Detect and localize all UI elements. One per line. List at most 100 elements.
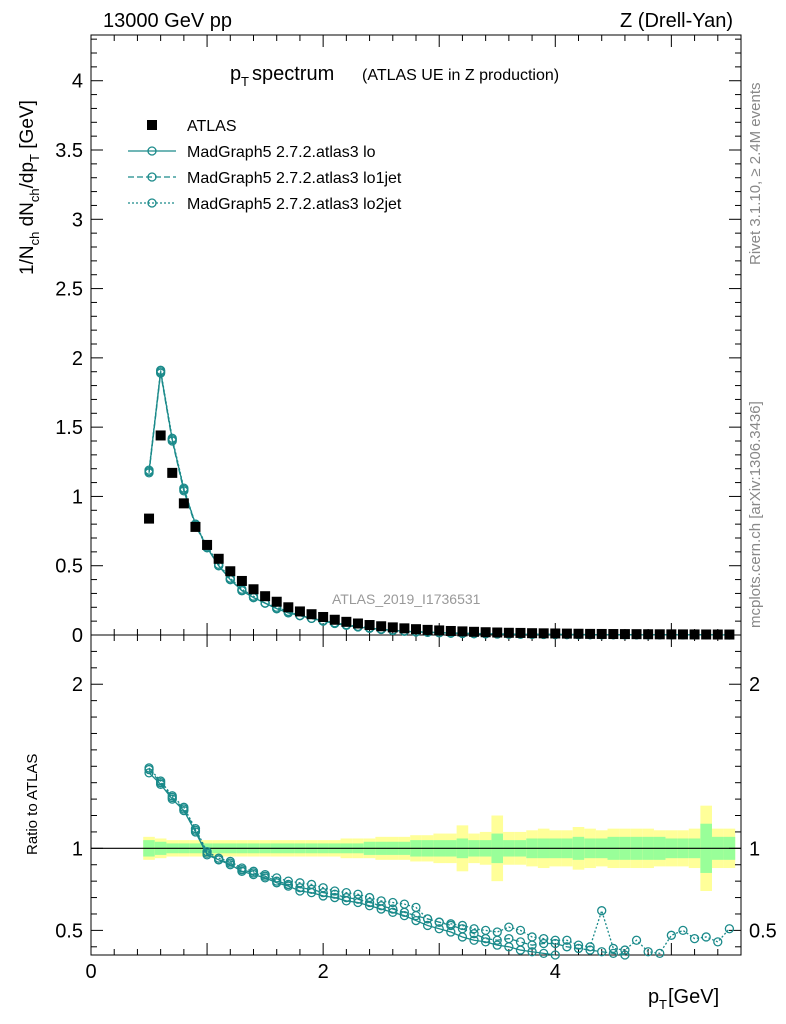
ratio-marker-dotted <box>631 935 642 945</box>
upper-y-tick-label: 0.5 <box>55 556 83 578</box>
ratio-marker-solid <box>492 940 502 950</box>
ratio-marker-dotted <box>144 763 154 773</box>
ratio-marker-dotted <box>388 897 398 908</box>
atlas-data-point <box>724 629 735 640</box>
ratio-y-tick-label-left: 1 <box>72 838 83 860</box>
ratio-marker-dashed <box>597 947 607 957</box>
atlas-data-point <box>654 629 665 640</box>
ratio-marker-dotted <box>573 940 584 950</box>
ratio-marker-dotted <box>585 942 595 952</box>
ratio-marker-dotted <box>237 863 247 873</box>
upper-marker-dotted <box>144 465 154 475</box>
atlas-data-point <box>677 629 688 640</box>
atlas-data-point <box>608 629 619 640</box>
atlas-data-point <box>712 629 723 640</box>
xlabel-sub: T <box>659 997 667 1012</box>
upper-y-tick-label: 1 <box>72 486 83 508</box>
ratio-marker-dotted <box>283 876 293 886</box>
atlas-data-point <box>236 575 247 586</box>
atlas-data-point <box>190 521 201 532</box>
ratio-marker-dotted <box>399 899 410 909</box>
axis-ticks: 00.511.522.533.540.5 0.51 12 20 2 4 <box>55 35 777 983</box>
upper-marker-dashed <box>155 368 166 378</box>
ratio-marker-dotted <box>272 873 282 883</box>
atlas-data-point <box>492 627 503 638</box>
ratio-marker-dashed <box>295 883 305 893</box>
ratio-marker-dashed <box>318 887 328 898</box>
atlas-data-point <box>294 606 305 617</box>
ratio-marker-dotted <box>155 776 166 786</box>
ratio-marker-dotted <box>701 932 711 942</box>
atlas-data-point <box>445 625 456 636</box>
upper-series <box>144 365 735 640</box>
ratio-marker-dashed <box>364 897 375 908</box>
atlas-data-point <box>329 614 340 625</box>
ratio-marker-solid <box>527 947 537 957</box>
rivet-label: Rivet 3.1.10, ≥ 2.4M events <box>747 83 764 266</box>
ratio-marker-dotted <box>504 922 514 932</box>
ratio-marker-dashed <box>388 904 398 914</box>
atlas-data-point <box>283 602 294 613</box>
upper-y-tick-label: 1.5 <box>55 417 83 439</box>
plot-title: p T spectrum (ATLAS UE in Z production) <box>230 63 559 89</box>
ratio-marker-dashed <box>515 937 526 947</box>
atlas-data-point <box>689 629 700 640</box>
atlas-data-point <box>376 621 387 632</box>
ratio-marker-solid <box>469 935 479 945</box>
legend: ATLAS MadGraph5 2.7.2.atlas3 lo MadGraph5 … <box>128 118 402 213</box>
legend-marker-data <box>147 120 157 130</box>
ratio-y-tick-label-right: 1 <box>749 838 760 860</box>
ratio-marker-dashed <box>411 910 421 921</box>
atlas-data-point <box>387 622 398 633</box>
ratio-marker-dotted <box>713 937 723 947</box>
atlas-data-point <box>213 553 224 564</box>
ratio-marker-dotted <box>539 933 549 944</box>
upper-y-tick-label: 4 <box>72 71 83 93</box>
ratio-marker-dotted <box>655 948 665 959</box>
legend-marker-dotted <box>147 198 157 208</box>
atlas-data-point <box>306 609 317 620</box>
legend-label: MadGraph5 2.7.2.atlas3 lo <box>187 144 376 161</box>
ratio-marker-dotted <box>678 925 688 936</box>
ratio-marker-dotted <box>620 945 630 955</box>
ratio-marker-dashed <box>330 889 340 899</box>
atlas-data-point <box>561 628 572 639</box>
ratio-marker-dashed <box>620 950 630 960</box>
ratio-marker-dotted <box>214 853 224 863</box>
upper-y-tick-label: 0 <box>72 625 83 647</box>
ratio-marker-solid <box>411 915 421 926</box>
atlas-data-point <box>457 626 468 637</box>
ratio-marker-dashed <box>306 884 317 895</box>
upper-y-tick-label: 3.5 <box>55 140 83 162</box>
ratio-marker-dotted <box>364 892 375 903</box>
ratio-marker-dotted <box>608 943 618 954</box>
x-axis-label: p T [GeV] <box>648 986 719 1012</box>
ratio-y-tick-label-left: 0.5 <box>55 920 83 942</box>
ratio-marker-dotted <box>527 932 537 942</box>
atlas-data-point <box>167 467 178 478</box>
ratio-marker-dotted <box>330 886 340 896</box>
atlas-data-point <box>469 626 480 637</box>
ratio-marker-dashed <box>550 938 560 949</box>
ratio-marker-dotted <box>666 930 677 940</box>
upper-y-tick-label: 2 <box>72 348 83 370</box>
legend-label: MadGraph5 2.7.2.atlas3 lo1jet <box>187 170 402 187</box>
xlabel-p: p <box>648 986 659 1008</box>
ratio-marker-dashed <box>504 933 514 944</box>
ratio-marker-dashed <box>573 943 584 954</box>
atlas-data-point <box>422 624 433 635</box>
ratio-marker-dotted <box>689 933 700 944</box>
ratio-marker-dotted <box>597 906 607 916</box>
legend-marker-solid <box>147 146 157 156</box>
ratio-marker-dotted <box>190 823 201 834</box>
x-tick-label: 0 <box>85 961 96 983</box>
atlas-data-point <box>666 629 677 640</box>
ratio-marker-dotted <box>724 924 735 934</box>
ratio-marker-dashed <box>469 929 479 939</box>
header-right: Z (Drell-Yan) <box>620 10 733 32</box>
ratio-marker-dashed <box>272 876 282 886</box>
upper-marker-dotted <box>155 365 166 375</box>
ratio-ylabel: Ratio to ATLAS <box>24 754 41 855</box>
ratio-marker-solid <box>330 892 340 903</box>
